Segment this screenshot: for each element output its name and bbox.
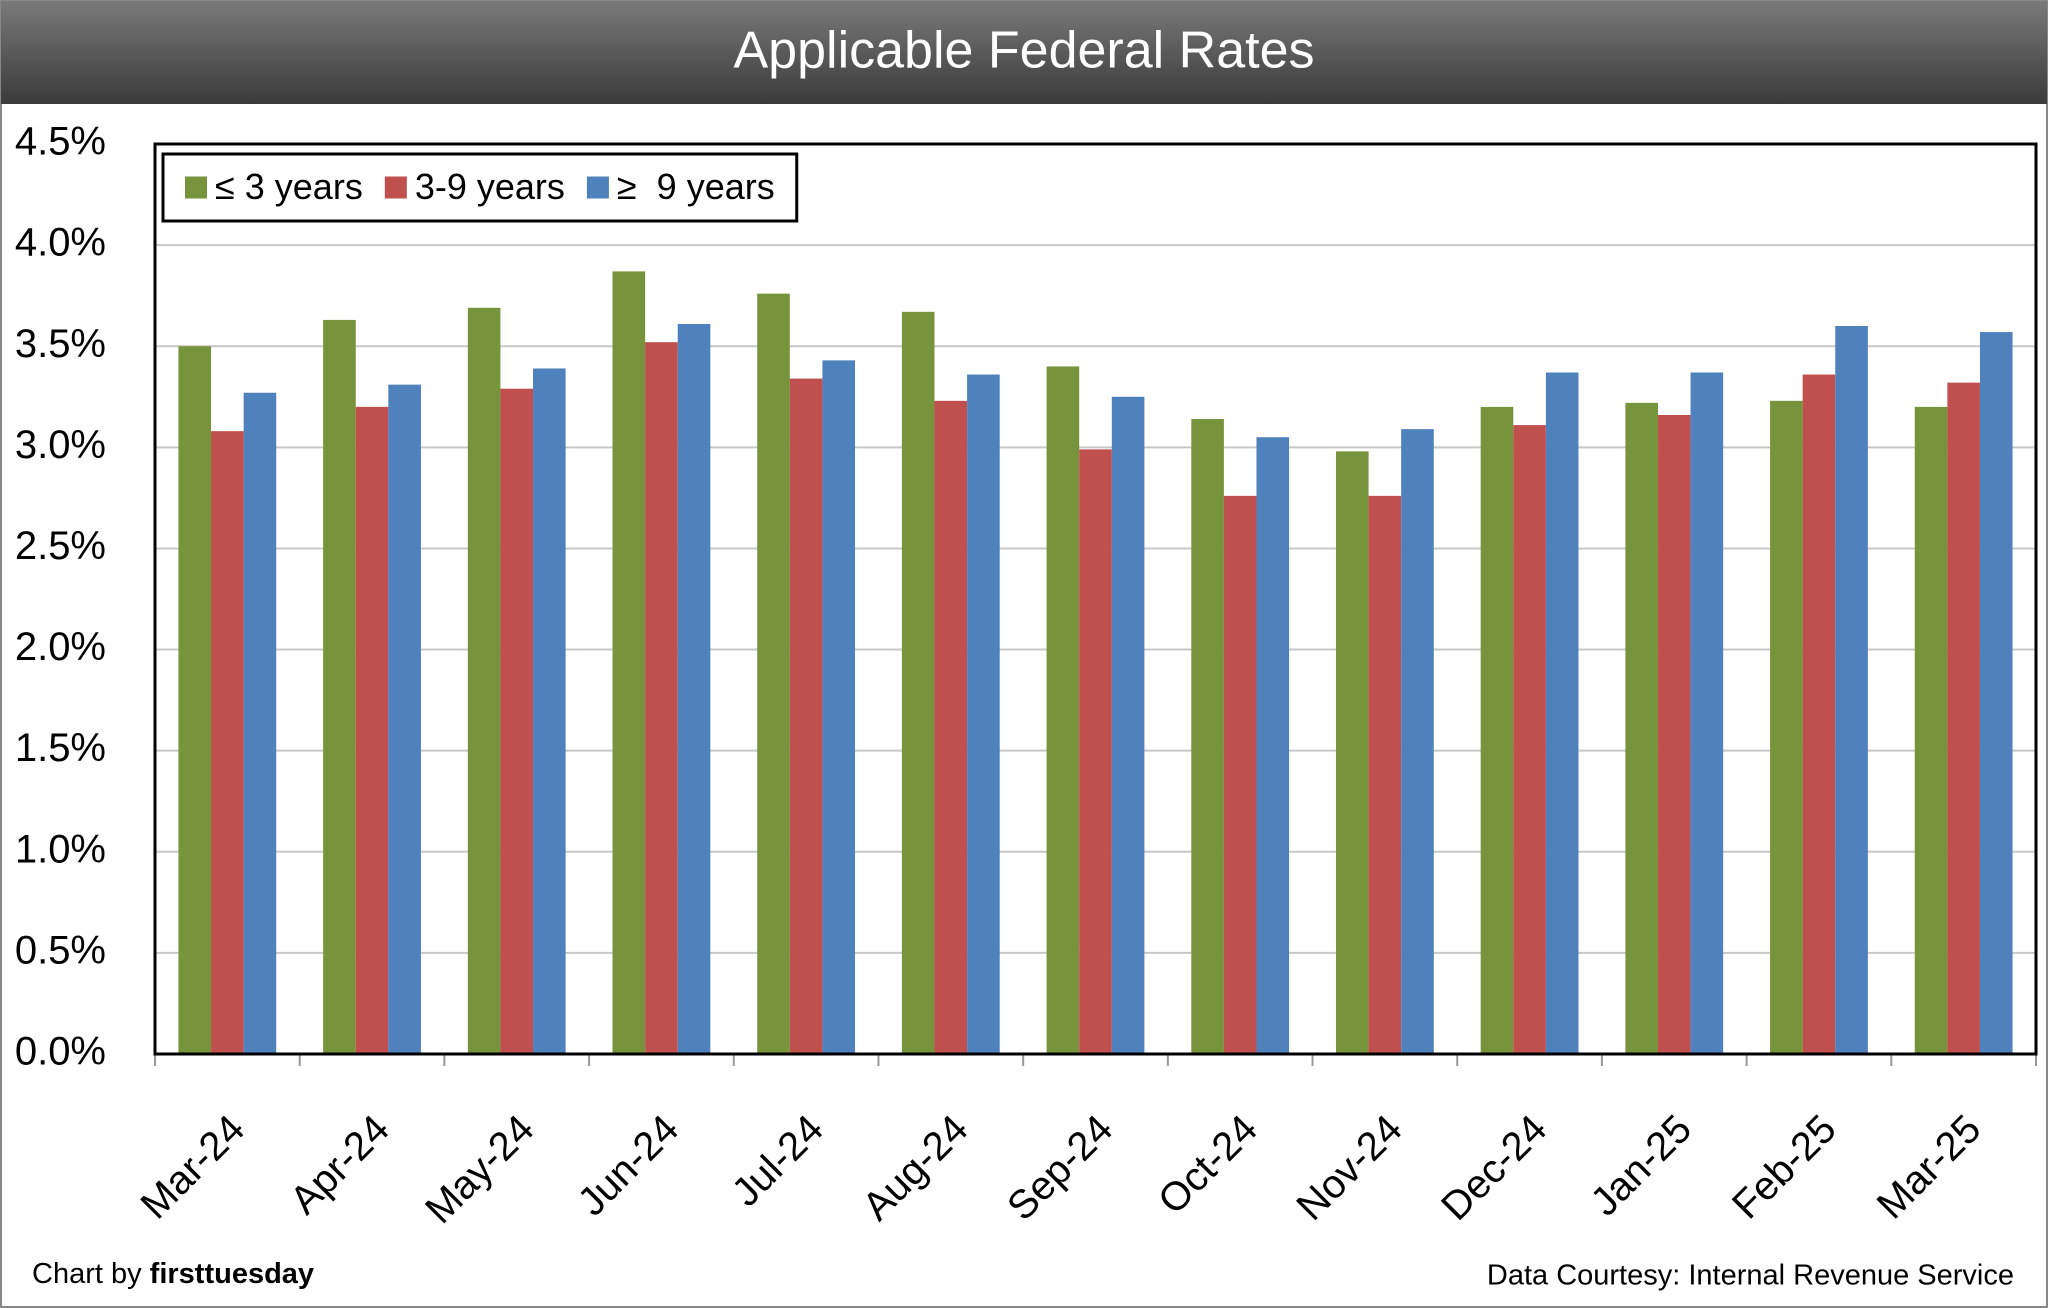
bar — [1947, 382, 1980, 1055]
y-tick-label: 1.5% — [15, 726, 106, 770]
bar — [967, 374, 1000, 1054]
bar — [211, 431, 244, 1055]
bar — [1480, 406, 1514, 1054]
chart-title: Applicable Federal Rates — [734, 22, 1315, 80]
legend-label: ≥ 9 years — [617, 166, 775, 207]
bar — [178, 346, 212, 1054]
bar — [645, 342, 678, 1055]
bar — [1802, 374, 1836, 1054]
y-tick-label: 1.0% — [15, 827, 106, 871]
bar — [1111, 396, 1145, 1054]
credit: Chart by firsttuesday — [32, 1258, 314, 1290]
bar — [1079, 449, 1112, 1054]
bar — [500, 388, 534, 1054]
bar — [1046, 366, 1080, 1054]
bar — [822, 360, 856, 1054]
bar — [1545, 372, 1579, 1054]
bar — [1513, 425, 1546, 1055]
credit-prefix: Chart by — [32, 1258, 142, 1290]
bar — [1368, 495, 1402, 1054]
bar — [467, 307, 501, 1054]
bar — [1770, 400, 1803, 1054]
bar — [1690, 372, 1724, 1054]
bar — [1335, 451, 1369, 1054]
bar — [1979, 332, 2013, 1055]
y-tick-label: 4.5% — [15, 120, 106, 164]
plot-border — [153, 142, 2038, 1056]
bar — [323, 319, 356, 1054]
y-tick-label: 2.5% — [15, 524, 106, 568]
y-tick-label: 4.0% — [15, 221, 106, 265]
legend-swatch — [586, 176, 609, 199]
bar — [243, 392, 277, 1054]
y-tick-label: 0.5% — [15, 928, 106, 972]
bar — [1191, 419, 1224, 1054]
bar — [901, 311, 935, 1054]
bar — [934, 400, 968, 1054]
legend-box — [161, 152, 799, 223]
legend-label: ≤ 3 years — [215, 166, 363, 207]
bar — [1835, 326, 1868, 1054]
bar — [1657, 414, 1691, 1054]
credit-brand: firsttuesday — [150, 1258, 314, 1290]
bar — [757, 293, 790, 1055]
bar — [789, 378, 823, 1055]
source-note: Data Courtesy: Internal Revenue Service — [1487, 1260, 2014, 1292]
legend-swatch — [185, 176, 207, 199]
y-tick-label: 2.0% — [15, 625, 106, 669]
bar — [533, 368, 566, 1054]
bar — [677, 323, 711, 1054]
legend: ≤ 3 years 3-9 years ≥ 9 years — [161, 152, 799, 223]
y-tick-label: 3.0% — [15, 423, 106, 467]
bar — [388, 384, 421, 1055]
bar — [1256, 437, 1290, 1054]
bar — [1223, 495, 1257, 1054]
y-tick-label: 0.0% — [15, 1030, 106, 1074]
bar — [1625, 402, 1658, 1054]
legend-label: 3-9 years — [415, 166, 565, 207]
bar — [355, 406, 389, 1054]
y-tick-label: 3.5% — [15, 322, 106, 366]
legend-swatch — [384, 176, 407, 199]
title-bar — [1, 1, 2047, 104]
bar — [1401, 429, 1434, 1055]
bar — [612, 271, 646, 1054]
bar — [1914, 406, 1948, 1054]
